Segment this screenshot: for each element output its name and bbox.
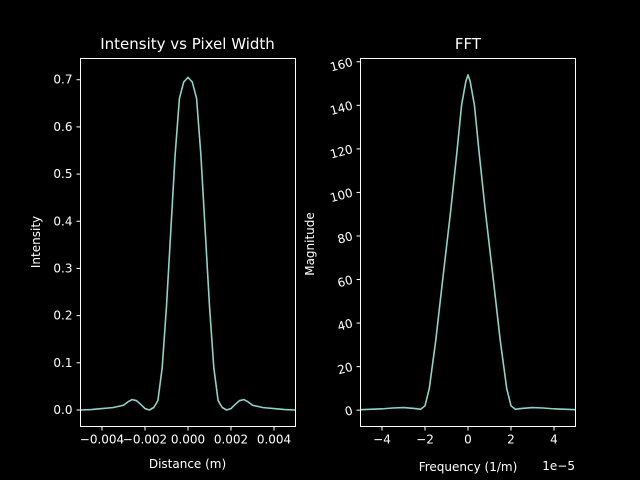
intensity-xtick-label-1: −0.002 — [123, 433, 167, 447]
intensity-xtick-label-4: 0.004 — [257, 433, 291, 447]
fft-ytick-label-0: 0 — [343, 403, 354, 419]
fft-xtick-label-3: 2 — [507, 433, 515, 447]
intensity-ytick-label-4: 0.4 — [53, 214, 72, 228]
fft-xtick-label-2: 0 — [464, 433, 472, 447]
intensity-ytick-label-0: 0.0 — [53, 403, 72, 417]
fft-series-line-0 — [360, 74, 576, 411]
intensity-xtick-label-2: 0.000 — [171, 433, 205, 447]
fft-ytick-label-8: 160 — [329, 55, 355, 74]
intensity-plot-xlabel: Distance (m) — [149, 457, 226, 471]
fft-plot-title: FFT — [455, 35, 482, 53]
intensity-series-line-0 — [80, 76, 296, 411]
fft-ytick-label-6: 120 — [329, 142, 355, 161]
fft-ytick-label-3: 60 — [336, 273, 354, 290]
intensity-ytick-label-6: 0.6 — [53, 120, 72, 134]
intensity-plot-frame — [80, 58, 296, 427]
fft-ytick-label-7: 140 — [329, 99, 355, 118]
intensity-plot-title: Intensity vs Pixel Width — [100, 35, 275, 53]
intensity-plot-curves — [80, 76, 296, 411]
fft-plot-curves — [360, 74, 576, 411]
intensity-ytick-label-5: 0.5 — [53, 167, 72, 181]
intensity-plot-ticks: −0.004−0.002 0.000 0.002 0.004 0.0 0.1 0.2 0.3 0… — [53, 73, 291, 447]
fft-ytick-label-5: 100 — [329, 186, 355, 205]
intensity-ytick-label-7: 0.7 — [53, 73, 72, 87]
intensity-plot: Intensity vs Pixel Width −0.004−0.002 0.0… — [29, 35, 296, 471]
fft-xtick-label-4: 4 — [550, 433, 558, 447]
fft-xtick-label-1: −2 — [416, 433, 434, 447]
fft-ytick-label-2: 40 — [336, 316, 354, 333]
intensity-ytick-label-2: 0.2 — [53, 309, 72, 323]
intensity-plot-ylabel: Intensity — [29, 216, 43, 268]
fft-plot-frame — [360, 58, 576, 427]
fft-ytick-label-4: 80 — [336, 229, 354, 246]
intensity-ytick-label-3: 0.3 — [53, 261, 72, 275]
fft-plot-ylabel: Magnitude — [303, 212, 317, 276]
fft-plot-xlabel: Frequency (1/m) — [419, 460, 518, 474]
fft-xtick-label-0: −4 — [373, 433, 391, 447]
intensity-ytick-label-1: 0.1 — [53, 356, 72, 370]
intensity-xtick-label-3: 0.002 — [214, 433, 248, 447]
fft-ytick-label-1: 20 — [336, 360, 354, 377]
intensity-xtick-label-0: −0.004 — [80, 433, 124, 447]
fft-plot-offset-text: 1e−5 — [542, 459, 575, 473]
